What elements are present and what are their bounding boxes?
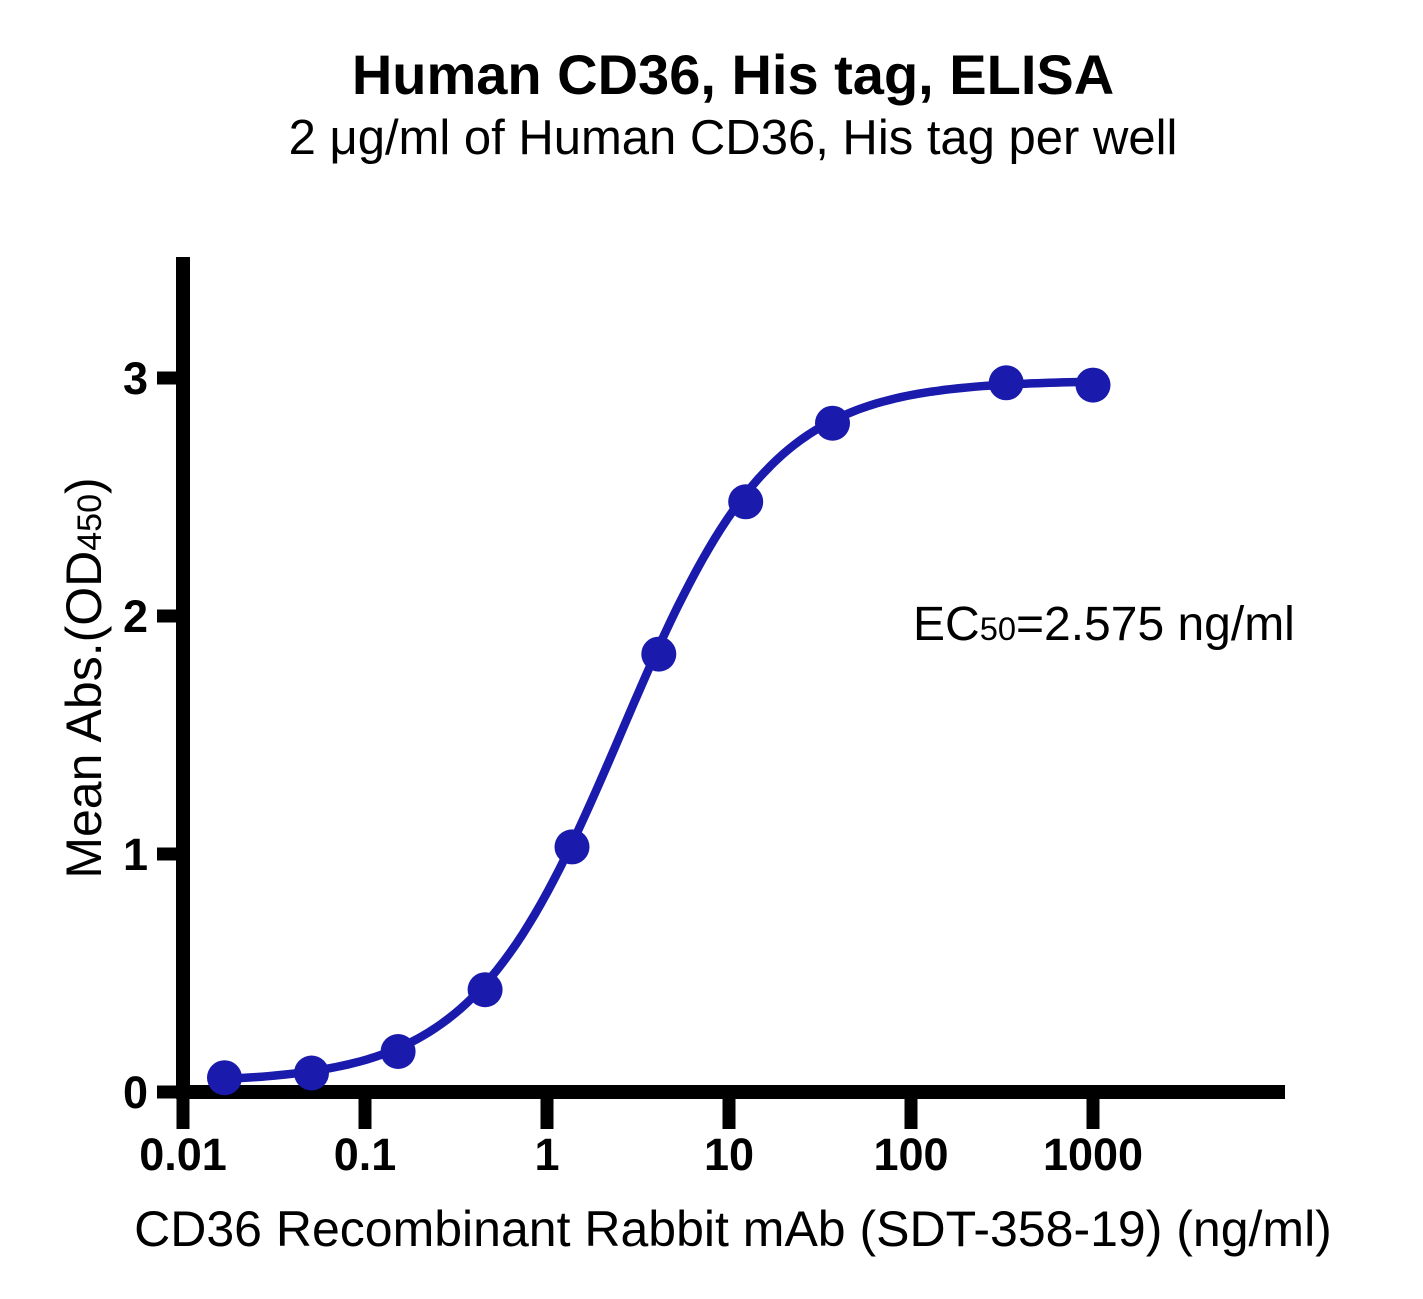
figure-header: Human CD36, His tag, ELISA 2 μg/ml of Hu… (40, 43, 1423, 165)
x-axis-title: CD36 Recombinant Rabbit mAb (SDT-358-19)… (134, 1201, 1332, 1257)
y-axis-tick-label: 3 (123, 353, 148, 404)
data-point (467, 972, 503, 1008)
x-axis-tick-label: 1 (534, 1129, 559, 1180)
data-point (728, 484, 764, 520)
data-point (294, 1055, 329, 1091)
ec50-prefix: EC (913, 598, 980, 651)
ec50-value: =2.575 ng/ml (1015, 598, 1295, 651)
data-point (207, 1060, 242, 1096)
y-axis-tick-label: 0 (123, 1067, 148, 1118)
data-point (988, 365, 1024, 401)
y-axis-title-suffix: ) (56, 477, 112, 495)
y-axis-title-subscript: 450 (71, 494, 109, 551)
x-axis-tick-label: 0.1 (334, 1129, 397, 1180)
x-axis-tick-label: 100 (873, 1129, 948, 1180)
chart-subtitle: 2 μg/ml of Human CD36, His tag per well (288, 110, 1178, 165)
data-point (641, 636, 677, 672)
data-point (554, 829, 590, 865)
fit-curve (220, 377, 1098, 1084)
chart-title: Human CD36, His tag, ELISA (351, 43, 1115, 106)
x-axis-tick-label: 0.01 (139, 1129, 227, 1180)
ec50-annotation: EC50=2.575 ng/ml (913, 597, 1295, 652)
x-axis-tick-label: 1000 (1043, 1129, 1143, 1180)
data-point (380, 1034, 416, 1069)
x-axis-tick-label: 10 (704, 1129, 754, 1180)
y-axis-title: Mean Abs.(OD450) (55, 477, 113, 878)
data-point (1075, 367, 1111, 403)
ec50-subscript: 50 (979, 610, 1016, 647)
data-point (815, 405, 850, 441)
y-axis-tick-label: 2 (123, 591, 148, 642)
y-axis-tick-label: 1 (123, 829, 148, 880)
y-axis-title-text: Mean Abs.(OD (56, 550, 112, 879)
